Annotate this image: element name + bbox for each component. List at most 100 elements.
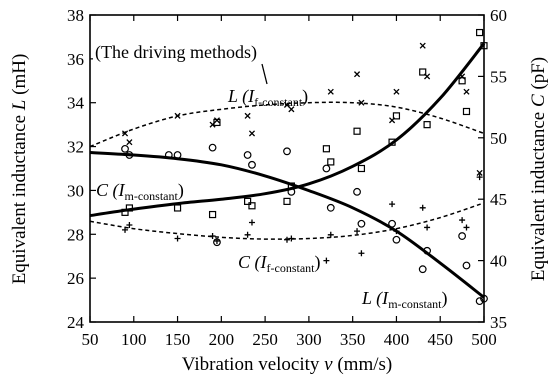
- data-point-square: [476, 28, 484, 37]
- x-tick-label: 400: [384, 330, 410, 349]
- y-right-tick-label: 40: [490, 252, 507, 271]
- y-axis-title-right: Equivalent inductance C (pF): [528, 57, 549, 281]
- data-point-circle: [458, 232, 467, 240]
- data-point-plus: [459, 217, 466, 224]
- data-point-circle: [326, 203, 335, 212]
- x-tick-label: 50: [82, 330, 99, 349]
- data-point-x: [353, 71, 361, 78]
- data-point-x: [476, 169, 483, 176]
- data-point-circle: [208, 143, 217, 152]
- data-point-x: [174, 112, 181, 119]
- data-point-circle: [475, 297, 484, 306]
- data-point-plus: [354, 228, 361, 235]
- x-tick-label: 200: [209, 330, 235, 349]
- markers-layer: [121, 28, 488, 306]
- data-point-plus: [248, 219, 255, 226]
- data-point-square: [213, 118, 221, 127]
- annotation-pointer-line: [261, 63, 268, 85]
- y-right-tick-label: 50: [490, 129, 507, 148]
- data-point-plus: [419, 204, 426, 211]
- data-point-circle: [164, 151, 173, 159]
- data-point-plus: [327, 231, 334, 238]
- data-point-x: [121, 130, 129, 137]
- data-point-square: [244, 197, 252, 205]
- y-right-tick-label: 55: [490, 67, 507, 86]
- data-point-square: [392, 112, 401, 120]
- y-axis-title-left: Equivalent inductance L (mH): [9, 54, 30, 285]
- data-point-circle: [392, 235, 401, 244]
- data-point-circle: [423, 246, 431, 255]
- annotation-C-f-constant: C (If-constant): [238, 252, 320, 275]
- data-point-square: [388, 138, 396, 146]
- data-point-square: [121, 208, 129, 216]
- data-point-square: [322, 145, 330, 153]
- data-point-circle: [283, 147, 291, 156]
- tick-labels-layer: 50 100 150 200 250 300 350 400 450 500 24 26 28 30 32 3…: [67, 6, 507, 349]
- data-point-square: [208, 210, 217, 219]
- y-right-tick-label: 45: [490, 190, 507, 209]
- data-point-plus: [476, 174, 483, 181]
- data-point-x: [463, 88, 470, 95]
- annotation-driving-methods: (The driving methods): [95, 42, 257, 63]
- data-point-x: [327, 88, 334, 95]
- data-point-plus: [122, 226, 129, 233]
- data-point-circle: [243, 151, 252, 159]
- y-left-tick-label: 36: [67, 50, 84, 69]
- data-point-plus: [463, 224, 470, 231]
- y-left-tick-label: 26: [67, 269, 84, 288]
- data-point-circle: [125, 151, 134, 159]
- data-point-square: [423, 121, 431, 129]
- data-point-square: [357, 164, 366, 173]
- data-point-plus: [288, 235, 295, 242]
- data-point-circle: [388, 219, 396, 228]
- y-right-tick-label: 60: [490, 6, 507, 25]
- data-point-square: [458, 77, 466, 85]
- data-point-square: [125, 204, 134, 212]
- data-point-circle: [353, 187, 361, 196]
- annotation-C-m-constant: C (Im-constant): [96, 180, 184, 203]
- x-tick-label: 450: [427, 330, 453, 349]
- data-point-x: [248, 130, 256, 137]
- data-point-plus: [389, 201, 396, 208]
- data-point-circle: [462, 261, 471, 270]
- data-point-plus: [323, 257, 330, 264]
- methods-label-backdrop: [93, 40, 336, 64]
- data-point-square: [248, 202, 256, 210]
- y-left-tick-label: 28: [67, 225, 84, 244]
- plot-frame: [89, 14, 485, 323]
- data-point-square: [173, 204, 182, 212]
- x-tick-label: 350: [340, 330, 366, 349]
- x-tick-label: 500: [471, 330, 497, 349]
- data-point-square: [419, 68, 427, 76]
- data-point-circle: [418, 265, 427, 274]
- data-point-circle: [121, 144, 129, 153]
- data-point-plus: [244, 231, 251, 238]
- annotation-L-f-constant: L (If-constant): [227, 86, 308, 109]
- y-left-tick-label: 30: [67, 181, 84, 200]
- x-tick-label: 300: [296, 330, 322, 349]
- data-point-circle: [357, 219, 366, 228]
- y-left-tick-label: 34: [67, 94, 85, 113]
- data-point-x: [283, 101, 291, 108]
- data-point-circle: [322, 164, 331, 173]
- y-right-tick-label: 35: [490, 313, 507, 332]
- data-point-square: [353, 127, 361, 135]
- data-point-circle: [173, 151, 182, 159]
- data-point-square: [327, 158, 335, 166]
- data-point-x: [244, 112, 251, 119]
- x-tick-label: 150: [165, 330, 191, 349]
- data-point-x: [126, 139, 133, 146]
- data-point-plus: [358, 250, 365, 257]
- data-point-plus: [126, 221, 133, 228]
- data-point-plus: [284, 236, 290, 243]
- y-left-tick-label: 38: [67, 6, 84, 25]
- data-point-square: [283, 197, 291, 205]
- fit-curve-circle: [89, 151, 485, 299]
- x-axis-title: Vibration velocity v (mm/s): [182, 354, 392, 375]
- data-point-circle: [248, 160, 256, 169]
- data-point-x: [393, 88, 400, 95]
- curves-layer: [89, 42, 486, 299]
- data-point-plus: [174, 235, 181, 242]
- data-point-circle: [287, 187, 296, 196]
